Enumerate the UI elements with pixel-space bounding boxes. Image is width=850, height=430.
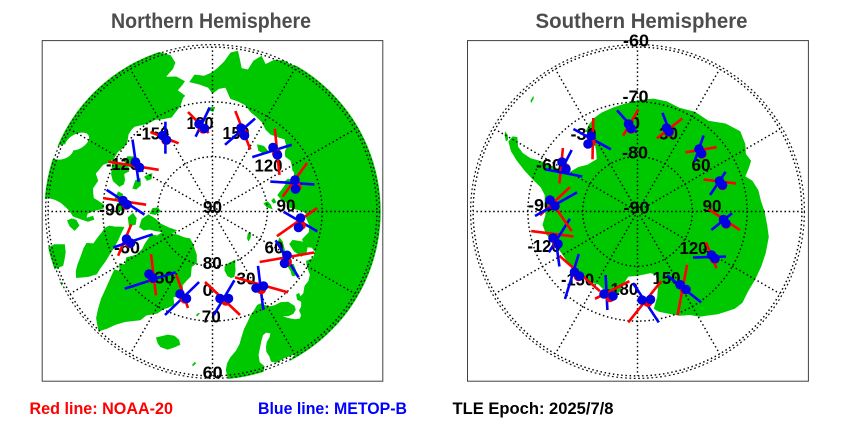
svg-text:0: 0 [203, 280, 213, 300]
svg-text:-80: -80 [622, 143, 648, 163]
svg-text:120: 120 [680, 238, 708, 258]
svg-text:-60: -60 [623, 31, 649, 51]
svg-text:TLE Epoch: 2025/7/8: TLE Epoch: 2025/7/8 [453, 400, 614, 418]
svg-text:Southern Hemisphere: Southern Hemisphere [536, 10, 748, 33]
svg-text:0: 0 [630, 113, 640, 133]
svg-text:90: 90 [203, 197, 222, 217]
svg-text:60: 60 [203, 363, 223, 383]
svg-text:Red line: NOAA-20: Red line: NOAA-20 [30, 400, 174, 418]
svg-text:120: 120 [255, 156, 283, 176]
svg-text:90: 90 [277, 196, 296, 216]
svg-text:Northern Hemisphere: Northern Hemisphere [111, 10, 311, 33]
svg-text:-70: -70 [623, 87, 649, 107]
svg-text:30: 30 [237, 269, 256, 289]
svg-text:60: 60 [265, 238, 284, 258]
svg-text:-90: -90 [624, 198, 650, 218]
svg-text:-90: -90 [99, 200, 125, 220]
svg-text:Blue line: METOP-B: Blue line: METOP-B [258, 400, 407, 418]
svg-text:80: 80 [203, 253, 222, 273]
svg-text:90: 90 [703, 196, 722, 216]
